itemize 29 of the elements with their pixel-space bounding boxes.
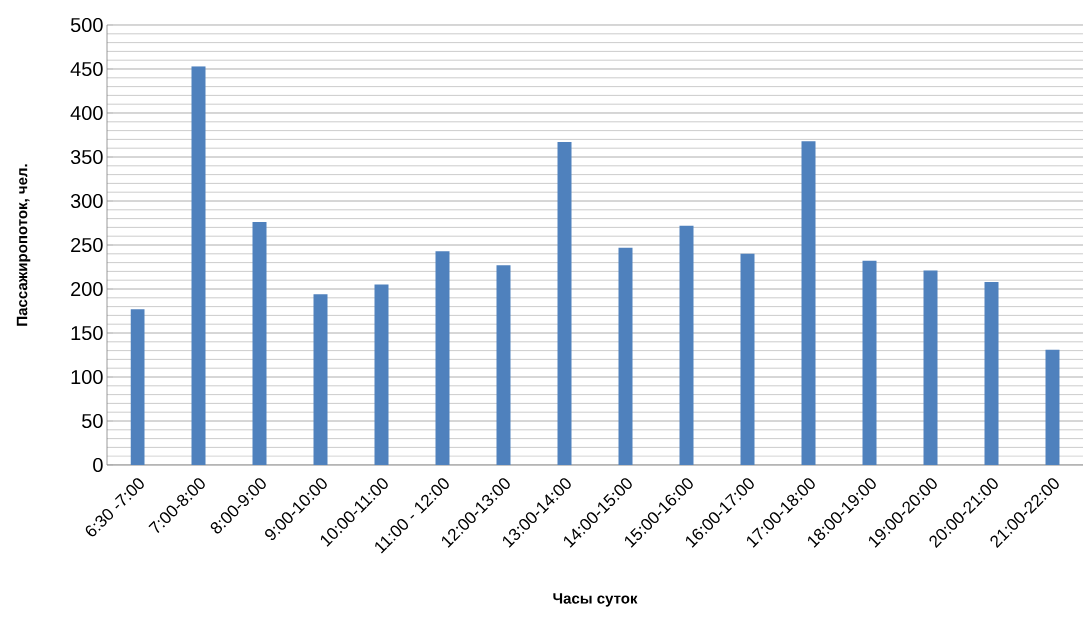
y-tick-label: 350 [70, 149, 103, 165]
bar [740, 253, 755, 465]
y-tick-label: 450 [70, 61, 103, 77]
bar [801, 141, 816, 465]
x-axis-title: Часы суток [553, 593, 638, 607]
bar [618, 247, 633, 465]
y-tick-label: 250 [71, 237, 103, 253]
bar [679, 225, 694, 465]
bar [1045, 349, 1060, 465]
y-tick-label: 500 [70, 17, 103, 33]
y-axis-title: Пассажиропоток, чел. [16, 164, 31, 326]
bar [923, 270, 938, 465]
y-tick-label: 150 [71, 325, 103, 341]
bar [374, 284, 389, 465]
y-tick-label: 0 [93, 457, 103, 473]
bar [496, 265, 511, 465]
bar [191, 66, 206, 465]
y-tick-label: 400 [70, 105, 103, 121]
bar [130, 309, 145, 465]
bar [313, 294, 328, 465]
bar [557, 142, 572, 465]
y-tick-label: 100 [71, 369, 103, 385]
y-tick-label: 200 [71, 281, 103, 297]
y-tick-label: 300 [70, 193, 103, 209]
bar [862, 260, 877, 465]
y-tick-label: 50 [82, 413, 103, 429]
bar [984, 281, 999, 465]
bar [435, 251, 450, 465]
bar [252, 222, 267, 465]
